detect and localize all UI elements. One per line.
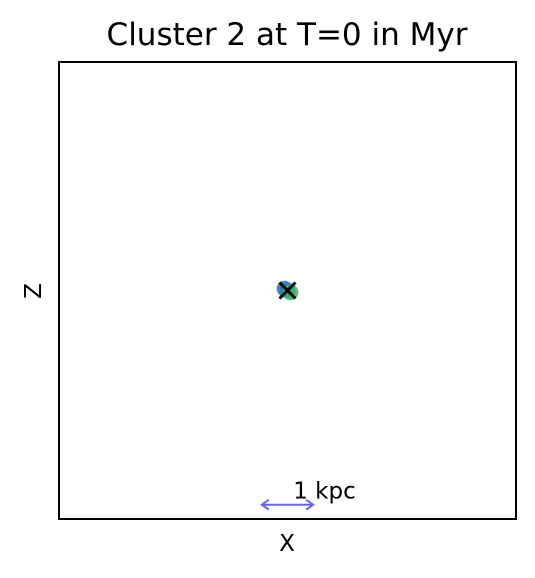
center-marker-layer: [278, 281, 297, 300]
scale-bar: 1 kpc: [260, 479, 356, 511]
scale-bar-arrowheads: [260, 498, 315, 511]
chart-title: Cluster 2 at T=0 in Myr: [107, 17, 468, 53]
center-x-marker: [278, 281, 297, 300]
scale-bar-label: 1 kpc: [293, 479, 356, 505]
y-axis-label: Z: [21, 283, 47, 299]
x-axis-label: X: [279, 531, 295, 557]
